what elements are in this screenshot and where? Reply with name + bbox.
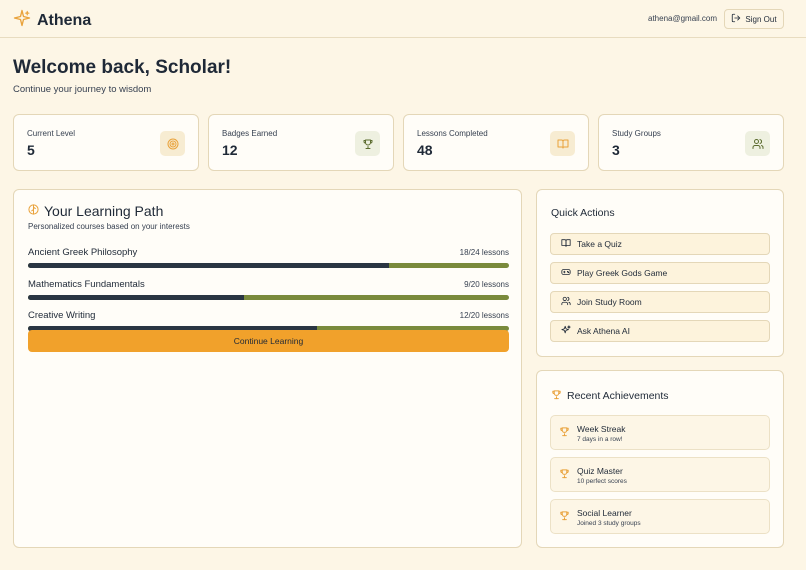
stat-card-current-level: Current Level 5 bbox=[13, 114, 199, 171]
course-progress-bar bbox=[28, 326, 509, 331]
trophy-icon bbox=[559, 424, 570, 442]
quick-actions-title: Quick Actions bbox=[551, 207, 615, 219]
users-icon bbox=[745, 131, 770, 156]
achievement-description: 10 perfect scores bbox=[577, 478, 627, 485]
trophy-icon bbox=[559, 466, 570, 484]
compass-icon bbox=[28, 202, 39, 220]
book-icon bbox=[561, 238, 571, 250]
quick-action-label: Ask Athena AI bbox=[577, 326, 630, 336]
stat-value: 3 bbox=[612, 142, 620, 158]
achievement-item: Social Learner Joined 3 study groups bbox=[550, 499, 770, 534]
stat-card-lessons-completed: Lessons Completed 48 bbox=[403, 114, 589, 171]
course-progress-bar bbox=[28, 263, 509, 268]
gamepad-icon bbox=[561, 267, 571, 279]
stat-card-badges-earned: Badges Earned 12 bbox=[208, 114, 394, 171]
trophy-icon bbox=[551, 387, 562, 405]
achievement-item: Quiz Master 10 perfect scores bbox=[550, 457, 770, 492]
course-lesson-count: 9/20 lessons bbox=[464, 280, 509, 289]
page-title: Welcome back, Scholar! bbox=[13, 57, 232, 78]
stat-value: 5 bbox=[27, 142, 35, 158]
stat-label: Study Groups bbox=[612, 129, 661, 138]
ask-athena-ai-button[interactable]: Ask Athena AI bbox=[550, 320, 770, 342]
course-lesson-count: 18/24 lessons bbox=[459, 248, 509, 257]
quick-actions-panel: Quick Actions Take a Quiz Play Greek God… bbox=[536, 189, 784, 357]
brand-name: Athena bbox=[37, 11, 92, 29]
achievements-header: Recent Achievements bbox=[551, 387, 669, 405]
trophy-icon bbox=[355, 131, 380, 156]
logout-icon bbox=[731, 13, 741, 25]
quick-action-label: Play Greek Gods Game bbox=[577, 268, 668, 278]
course-progress-fill bbox=[28, 263, 389, 268]
sign-out-button[interactable]: Sign Out bbox=[724, 9, 784, 29]
learning-path-subtitle: Personalized courses based on your inter… bbox=[28, 222, 190, 231]
stat-value: 48 bbox=[417, 142, 433, 158]
take-quiz-button[interactable]: Take a Quiz bbox=[550, 233, 770, 255]
top-bar: Athena athena@gmail.com Sign Out bbox=[0, 0, 806, 38]
book-icon bbox=[550, 131, 575, 156]
users-icon bbox=[561, 296, 571, 308]
quick-action-label: Take a Quiz bbox=[577, 239, 622, 249]
course-progress-bar bbox=[28, 295, 509, 300]
achievement-description: 7 days in a row! bbox=[577, 436, 623, 443]
page-subtitle: Continue your journey to wisdom bbox=[13, 84, 152, 95]
recent-achievements-panel: Recent Achievements Week Streak 7 days i… bbox=[536, 370, 784, 548]
play-greek-gods-game-button[interactable]: Play Greek Gods Game bbox=[550, 262, 770, 284]
learning-path-panel: Your Learning Path Personalized courses … bbox=[13, 189, 522, 548]
course-progress-fill bbox=[28, 295, 245, 300]
course-name: Mathematics Fundamentals bbox=[28, 279, 145, 290]
user-email: athena@gmail.com bbox=[648, 14, 718, 23]
sparkle-icon bbox=[561, 325, 571, 337]
sparkle-logo-icon bbox=[13, 9, 31, 32]
trophy-icon bbox=[559, 508, 570, 526]
learning-path-header: Your Learning Path bbox=[28, 202, 163, 220]
achievement-name: Social Learner bbox=[577, 508, 632, 518]
course-progress-fill bbox=[28, 326, 317, 331]
achievement-name: Week Streak bbox=[577, 424, 626, 434]
sign-out-label: Sign Out bbox=[745, 14, 777, 24]
achievement-description: Joined 3 study groups bbox=[577, 520, 641, 527]
learning-path-title: Your Learning Path bbox=[44, 203, 164, 219]
stat-value: 12 bbox=[222, 142, 238, 158]
achievement-name: Quiz Master bbox=[577, 466, 623, 476]
join-study-room-button[interactable]: Join Study Room bbox=[550, 291, 770, 313]
course-lesson-count: 12/20 lessons bbox=[459, 311, 509, 320]
achievement-item: Week Streak 7 days in a row! bbox=[550, 415, 770, 450]
stat-label: Current Level bbox=[27, 129, 76, 138]
course-name: Ancient Greek Philosophy bbox=[28, 247, 138, 258]
achievements-title: Recent Achievements bbox=[567, 390, 669, 402]
stat-label: Badges Earned bbox=[222, 129, 278, 138]
continue-learning-button[interactable]: Continue Learning bbox=[28, 330, 509, 352]
stat-label: Lessons Completed bbox=[417, 129, 488, 138]
course-name: Creative Writing bbox=[28, 310, 96, 321]
target-icon bbox=[160, 131, 185, 156]
stat-card-study-groups: Study Groups 3 bbox=[598, 114, 784, 171]
brand[interactable]: Athena bbox=[13, 9, 91, 32]
quick-action-label: Join Study Room bbox=[577, 297, 642, 307]
